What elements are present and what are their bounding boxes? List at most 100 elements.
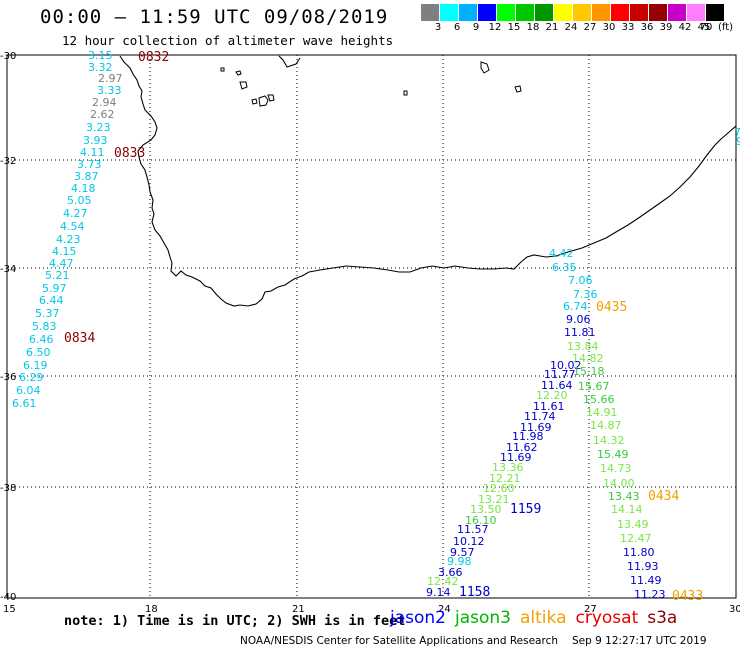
swh-value: 6.04 (16, 384, 41, 397)
colorbar-swatch (592, 4, 611, 21)
island-7 (403, 90, 408, 96)
swh-value: 4.15 (52, 245, 77, 258)
swh-value: 15.18 (573, 365, 605, 378)
units-note: note: 1) Time is in UTC; 2) SWH is in fe… (64, 613, 406, 629)
swh-value: 14.73 (600, 462, 632, 475)
swh-value: 9.98 (447, 555, 472, 568)
footer-org: NOAA/NESDIS Center for Satellite Applica… (240, 635, 558, 647)
colorbar-label: 18 (526, 22, 540, 33)
legend-jason3: jason3 (455, 608, 511, 628)
swh-value: 14.91 (586, 406, 618, 419)
footer: NOAA/NESDIS Center for Satellite Applica… (240, 635, 707, 647)
colorbar-swatch (706, 4, 725, 21)
swh-value: 6.19 (23, 359, 48, 372)
pass-time-label: 0433 (672, 589, 703, 604)
colorbar-label: 70 (699, 22, 713, 33)
swh-value: 3.15 (88, 49, 113, 62)
swh-value: 3.73 (77, 158, 102, 171)
swh-value: 13.43 (608, 490, 640, 503)
pass-time-label: 0834 (64, 331, 95, 346)
lon-tick-label: 30 (729, 604, 740, 615)
swh-value: 11.69 (520, 421, 552, 434)
lon-tick-label: 15 (3, 604, 16, 615)
colorbar-label: 45 (697, 22, 711, 33)
swh-value: 11.61 (533, 400, 565, 413)
swh-value: 15.49 (597, 448, 629, 461)
swh-value: 4.18 (71, 182, 96, 195)
swh-value: 13.36 (492, 461, 524, 474)
island-1 (220, 67, 225, 72)
island-8 (480, 61, 490, 74)
colorbar-label: 36 (640, 22, 654, 33)
colorbar-label: 15 (507, 22, 521, 33)
island-2 (235, 70, 242, 76)
swh-value: 11.23 (634, 588, 666, 601)
lat-tick-label: -36 (0, 372, 16, 383)
swh-value: 3.23 (86, 121, 111, 134)
map-subtitle: 12 hour collection of altimeter wave hei… (62, 33, 394, 48)
colorbar-swatch (573, 4, 592, 21)
pass-time-label: 1159 (510, 502, 541, 517)
swh-value: 13.50 (470, 503, 502, 516)
legend-s3a: s3a (647, 608, 678, 628)
swh-value: 11.62 (506, 441, 538, 454)
colorbar-label: 12 (488, 22, 502, 33)
map-frame (6, 54, 737, 599)
swh-value: 6.61 (12, 397, 37, 410)
colorbar-label: 21 (545, 22, 559, 33)
swh-value: 3.33 (97, 84, 122, 97)
colorbar-swatch (535, 4, 554, 21)
colorbar-swatch (630, 4, 649, 21)
swh-value: 14.00 (603, 477, 635, 490)
pass-time-label: 0434 (648, 489, 679, 504)
swh-value: 11.69 (500, 451, 532, 464)
swh-value: 9.57 (450, 546, 475, 559)
pass-time-label: 0833 (114, 146, 145, 161)
swh-value: 11.93 (627, 560, 659, 573)
swh-value: 3.93 (83, 134, 108, 147)
colorbar-labels: 3 6 9 12 15 18 21 24 27 30 33 36 39 42 45 70 (421, 22, 740, 34)
swh-value: 6.46 (29, 333, 54, 346)
colorbar-swatch (516, 4, 535, 21)
swh-value: 11.98 (512, 430, 544, 443)
swh-value: 4.42 (549, 247, 574, 260)
colorbar-label: 33 (621, 22, 635, 33)
swh-value: 14.14 (611, 503, 643, 516)
colorbar-unit: (ft) (718, 22, 734, 33)
swh-value: 11.57 (457, 523, 489, 536)
colorbar-swatch (554, 4, 573, 21)
swh-value: 7.36 (573, 288, 598, 301)
swh-value: 5.83 (32, 320, 57, 333)
swh-value: 7.06 (568, 274, 593, 287)
colorbar-label: 42 (678, 22, 692, 33)
swh-value: 12.60 (483, 482, 515, 495)
swh-value: 5.21 (45, 269, 70, 282)
swh-value: 6.50 (26, 346, 51, 359)
swh-value: 5.97 (42, 282, 67, 295)
coastline (119, 55, 737, 307)
colorbar-label: 9 (472, 22, 480, 33)
swh-value: 14.82 (572, 352, 604, 365)
swh-value: 13.84 (567, 340, 599, 353)
lat-tick-label: -32 (0, 156, 16, 167)
swh-value: 6.29 (19, 371, 44, 384)
swh-value: 11.80 (623, 546, 655, 559)
swh-value: 16.10 (465, 514, 497, 527)
colorbar-label: 39 (659, 22, 673, 33)
swh-value: 10.12 (453, 535, 485, 548)
map-title: 00:00 – 11:59 UTC 09/08/2019 (40, 6, 389, 28)
island-5 (258, 95, 269, 107)
track-labels: 3.153.322.973.332.942.623.233.934.113.73… (12, 49, 740, 604)
island-3 (239, 81, 248, 90)
swh-value: 11.64 (541, 379, 573, 392)
lon-tick-label: 24 (438, 604, 451, 615)
swh-value: 4.54 (60, 220, 85, 233)
colorbar-swatch (649, 4, 668, 21)
swh-value: 2.94 (92, 96, 117, 109)
swh-value: 4.27 (63, 207, 88, 220)
colorbar-swatch (687, 4, 706, 21)
satellite-legend: jason2 jason3 altika cryosat s3a (390, 608, 686, 628)
swh-value: 12.21 (489, 472, 521, 485)
swh-value: 5.37 (35, 307, 60, 320)
swh-value: 6.44 (39, 294, 64, 307)
